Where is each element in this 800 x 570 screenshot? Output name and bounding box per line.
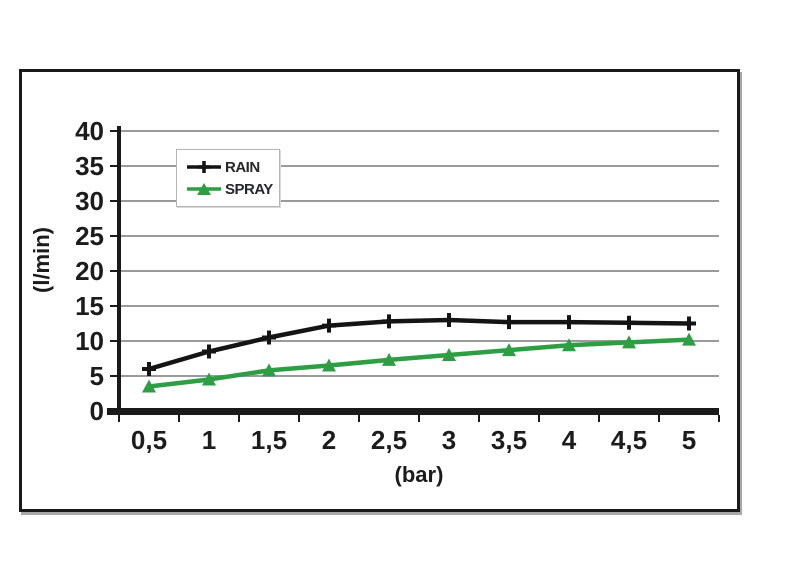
svg-text:4: 4 — [562, 425, 577, 455]
svg-text:2: 2 — [322, 425, 336, 455]
spray-line-triangle-marker-icon — [187, 183, 221, 195]
svg-text:0,5: 0,5 — [131, 425, 167, 455]
flow-rate-chart: 0 5 10 15 20 25 30 35 40 0,5 1 1,5 2 2,5 3 3,5 4 4,5 5 — [75, 116, 720, 455]
legend-label-spray: SPRAY — [225, 180, 273, 198]
svg-text:1: 1 — [202, 425, 216, 455]
y-axis-label: (l/min) — [29, 227, 54, 293]
svg-text:5: 5 — [90, 361, 104, 391]
legend-item-rain: RAIN — [186, 159, 279, 176]
svg-text:3,5: 3,5 — [491, 425, 527, 455]
svg-text:40: 40 — [75, 116, 104, 146]
svg-text:30: 30 — [75, 186, 104, 216]
svg-text:25: 25 — [75, 221, 104, 251]
svg-text:15: 15 — [75, 291, 104, 321]
rain-line-plus-marker-icon — [187, 161, 221, 173]
chart-legend: RAIN SPRAY — [176, 149, 280, 207]
svg-text:10: 10 — [75, 326, 104, 356]
x-axis-label: (bar) — [394, 462, 444, 487]
legend-item-spray: SPRAY — [186, 181, 279, 198]
svg-text:2,5: 2,5 — [371, 425, 407, 455]
svg-text:0: 0 — [90, 396, 104, 426]
svg-text:3: 3 — [442, 425, 456, 455]
svg-text:5: 5 — [682, 425, 696, 455]
svg-text:35: 35 — [75, 151, 104, 181]
legend-label-rain: RAIN — [225, 158, 260, 176]
svg-text:4,5: 4,5 — [611, 425, 647, 455]
svg-text:20: 20 — [75, 256, 104, 286]
chart-frame: 0 5 10 15 20 25 30 35 40 0,5 1 1,5 2 2,5 3 3,5 4 4,5 5 (l/… — [19, 69, 740, 512]
svg-text:1,5: 1,5 — [251, 425, 287, 455]
